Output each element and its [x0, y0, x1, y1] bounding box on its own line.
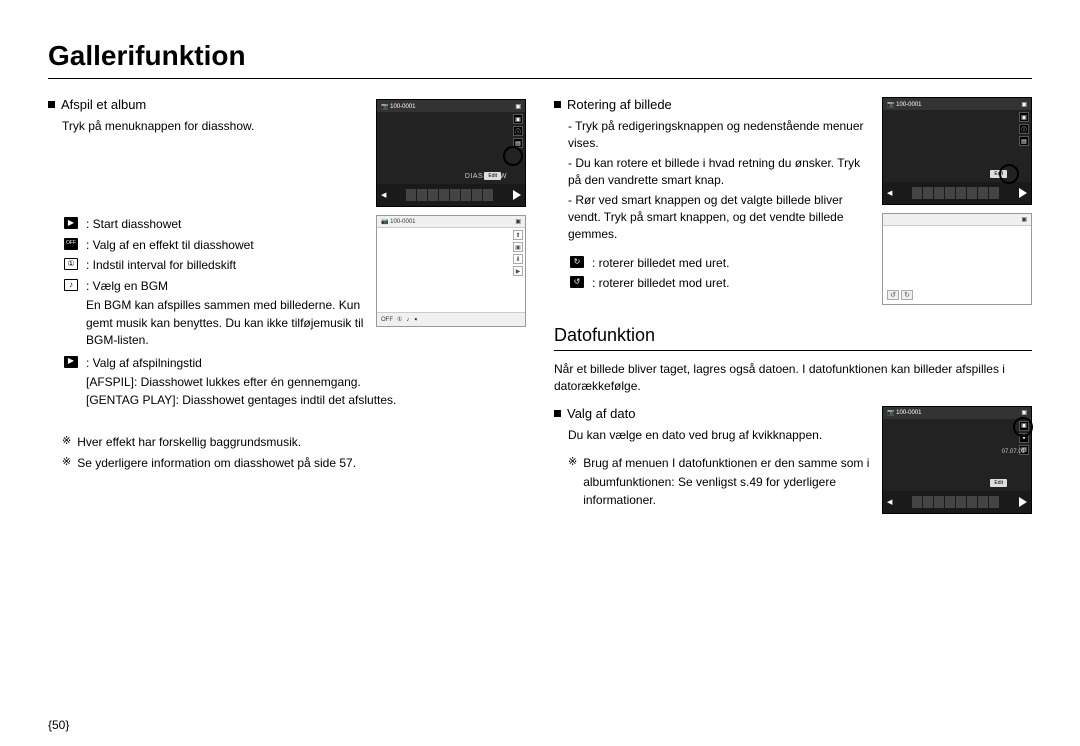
- afspil-line: [AFSPIL]: Diasshowet lukkes efter én gen…: [86, 374, 526, 391]
- play-icon: [1019, 188, 1027, 198]
- rot-line-1: - Tryk på redigeringsknappen og nedenstå…: [568, 118, 872, 153]
- two-column-layout: Afspil et album Tryk på menuknappen for …: [48, 97, 1032, 514]
- edit-pill: Edit: [484, 172, 501, 180]
- date-label: 07.07.01: [1002, 449, 1025, 455]
- rot-line-2: - Du kan rotere et billede i hvad retnin…: [568, 155, 872, 190]
- highlight-ring-icon: [1013, 417, 1033, 437]
- top-right-icon-4: ▣: [1021, 216, 1027, 223]
- valg-dato-body: Du kan vælge en dato ved brug af kvikkna…: [568, 427, 872, 444]
- datofunktion-title: Datofunktion: [554, 325, 1032, 351]
- gentag-line: [GENTAG PLAY]: Diasshowet gentages indti…: [86, 392, 526, 409]
- thumbnail-strip: [912, 496, 999, 508]
- rot-cw-small-icon: ↻: [901, 290, 913, 300]
- off-label: OFF: [381, 317, 393, 323]
- left-column: Afspil et album Tryk på menuknappen for …: [48, 97, 526, 514]
- rotate-cw-text: : roterer billedet med uret.: [592, 254, 729, 273]
- star-icon: ※: [62, 433, 71, 452]
- bgm-sub-text: En BGM kan afspilles sammen med billeder…: [86, 297, 366, 349]
- diashow-screenshot: 📷 100-0001 ▣ ▣ ⓘ ▤ DIASSHOW Edit ◀: [376, 99, 526, 207]
- square-bullet-icon: [554, 410, 561, 417]
- note-1: Hver effekt har forskellig baggrundsmusi…: [77, 433, 301, 452]
- right-column: Rotering af billede - Tryk på redigering…: [554, 97, 1032, 514]
- info-icon: ⓘ: [1019, 124, 1029, 134]
- file-counter-4: 📷 100-0001: [887, 409, 922, 416]
- afspil-heading-text: Afspil et album: [61, 97, 146, 112]
- interval-text: : Indstil interval for billedskift: [86, 256, 236, 275]
- rotation-icon-list: ↻ : roterer billedet med uret. ↺ : roter…: [568, 254, 872, 293]
- up-icon: ⬆: [513, 230, 523, 240]
- rotering-heading: Rotering af billede: [554, 97, 872, 112]
- page-number: {50}: [48, 718, 69, 732]
- square-bullet-icon: [48, 101, 55, 108]
- file-counter: 📷 100-0001: [381, 103, 416, 110]
- thumbnail-strip: [912, 187, 999, 199]
- mid-icon: ▣: [513, 242, 523, 252]
- star-icon: ※: [62, 454, 71, 473]
- rot-ccw-small-icon: ↺: [887, 290, 899, 300]
- star-icon: ※: [568, 454, 577, 510]
- playtime-icon: ▶: [64, 356, 78, 368]
- valg-dato-heading: Valg af dato: [554, 406, 872, 421]
- vol-icon: ▣: [1019, 112, 1029, 122]
- afspil-intro: Tryk på menuknappen for diasshow.: [62, 118, 366, 135]
- play-start-icon: ▶: [64, 217, 78, 229]
- options-screenshot: 📷 100-0001 ▣ ⬆ ▣ ⬇ ▶ OFF ① ♪ ➧: [376, 215, 526, 327]
- playtime-text: : Valg af afspilningstid: [86, 354, 202, 373]
- top-right-icon: ▣: [515, 103, 521, 110]
- valg-dato-text: Valg af dato: [567, 406, 635, 421]
- rotate-small-icons: ↺ ↻: [887, 290, 913, 300]
- fwd-icon: ➧: [413, 316, 418, 323]
- effect-text: : Valg af en effekt til diasshowet: [86, 236, 254, 255]
- thumbnail-strip: [406, 189, 493, 201]
- highlight-ring-icon: [999, 164, 1019, 184]
- left-arrow-icon: ◀: [887, 189, 892, 197]
- date-screenshot: 📷 100-0001 ▣ ▣ ⬇ ▤ 07.07.01 Edit ◀: [882, 406, 1032, 514]
- top-right-icon-3: ▣: [1021, 101, 1027, 108]
- highlight-ring-icon: [503, 146, 523, 166]
- interval-icon: ①: [64, 258, 78, 270]
- dato-note: Brug af menuen I datofunktionen er den s…: [583, 454, 872, 510]
- play-icon: [513, 190, 521, 200]
- top-right-icon-5: ▣: [1021, 409, 1027, 416]
- rotate-options-screenshot: ▣ ↺ ↻: [882, 213, 1032, 305]
- rotate-screenshot: 📷 100-0001 ▣ ▣ ⓘ ▤ Edit ◀: [882, 97, 1032, 205]
- play-icon: [1019, 497, 1027, 507]
- rotering-heading-text: Rotering af billede: [567, 97, 672, 112]
- side-icons-2: ⬆ ▣ ⬇ ▶: [513, 230, 523, 276]
- left-notes: ※ Hver effekt har forskellig baggrundsmus…: [62, 433, 526, 472]
- slide-icon: ▤: [1019, 136, 1029, 146]
- bgm-icon: ♪: [64, 279, 78, 291]
- note-icon: ♪: [406, 317, 409, 323]
- side-icons: ▣ ⓘ ▤: [513, 114, 523, 148]
- bgm-text: : Vælg en BGM: [86, 277, 168, 296]
- start-text: : Start diasshowet: [86, 215, 181, 234]
- dato-intro: Når et billede bliver taget, lagres også…: [554, 361, 1032, 396]
- diashow-icon-list: ▶ : Start diasshowet OFF : Valg af en ef…: [62, 215, 366, 295]
- page-title: Gallerifunktion: [48, 40, 1032, 79]
- vol-icon: ▣: [513, 114, 523, 124]
- rotate-cw-icon: ↻: [570, 256, 584, 268]
- left-arrow-icon: ◀: [381, 191, 386, 199]
- off-effect-icon: OFF: [64, 238, 78, 250]
- rotate-ccw-text: : roterer billedet mod uret.: [592, 274, 729, 293]
- left-arrow-icon: ◀: [887, 498, 892, 506]
- rotate-ccw-icon: ↺: [570, 276, 584, 288]
- file-counter-2: 📷 100-0001: [381, 218, 416, 225]
- right-icon: ▶: [513, 266, 523, 276]
- down-icon: ⬇: [513, 254, 523, 264]
- note-2: Se yderligere information om diasshowet …: [77, 454, 356, 473]
- top-right-icon-2: ▣: [515, 218, 521, 225]
- file-counter-3: 📷 100-0001: [887, 101, 922, 108]
- rot-line-3: - Rør ved smart knappen og det valgte bi…: [568, 192, 872, 244]
- circle-icon: ①: [397, 316, 402, 323]
- square-bullet-icon: [554, 101, 561, 108]
- edit-pill-3: Edit: [990, 479, 1007, 487]
- info-icon: ⓘ: [513, 126, 523, 136]
- afspil-heading: Afspil et album: [48, 97, 366, 112]
- side-icons-3: ▣ ⓘ ▤: [1019, 112, 1029, 146]
